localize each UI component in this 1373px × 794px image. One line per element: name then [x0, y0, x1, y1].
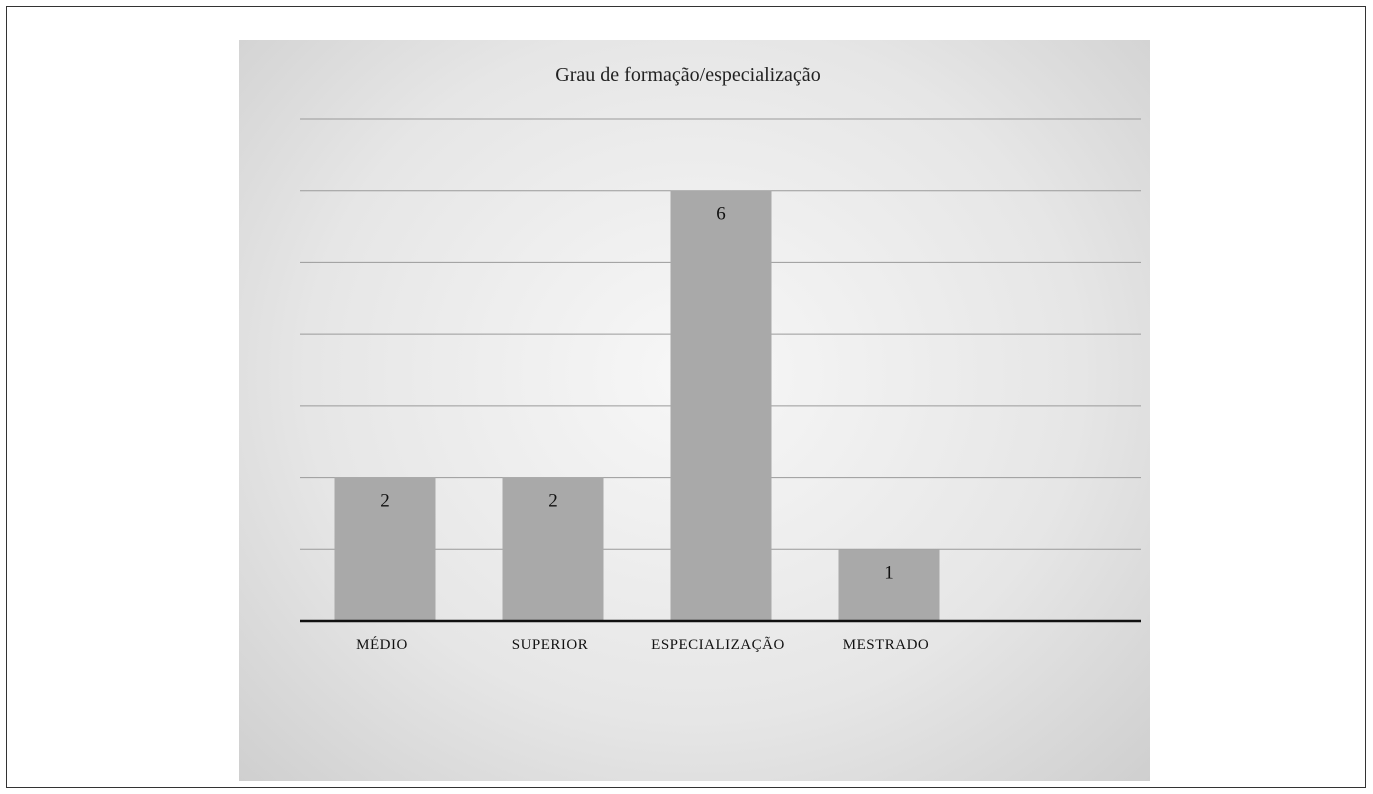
data-labels: 2 2 6 1 — [380, 204, 894, 584]
bar-mestrado — [838, 549, 940, 621]
category-label: MÉDIO — [356, 636, 408, 653]
bar-superior — [502, 477, 604, 621]
data-label: 1 — [884, 562, 894, 583]
chart-title: Grau de formação/especialização — [555, 64, 820, 86]
category-labels: MÉDIO SUPERIOR ESPECIALIZAÇÃO MESTRADO — [356, 636, 929, 653]
bar-médio — [334, 477, 436, 621]
category-label: ESPECIALIZAÇÃO — [651, 637, 785, 653]
data-label: 2 — [548, 491, 558, 512]
data-label: 2 — [380, 491, 390, 512]
category-label: MESTRADO — [843, 637, 930, 653]
data-label: 6 — [716, 204, 726, 225]
chart-frame — [6, 6, 1366, 788]
bars — [334, 190, 940, 621]
bar-especialização — [670, 190, 772, 621]
category-label: SUPERIOR — [512, 637, 589, 653]
